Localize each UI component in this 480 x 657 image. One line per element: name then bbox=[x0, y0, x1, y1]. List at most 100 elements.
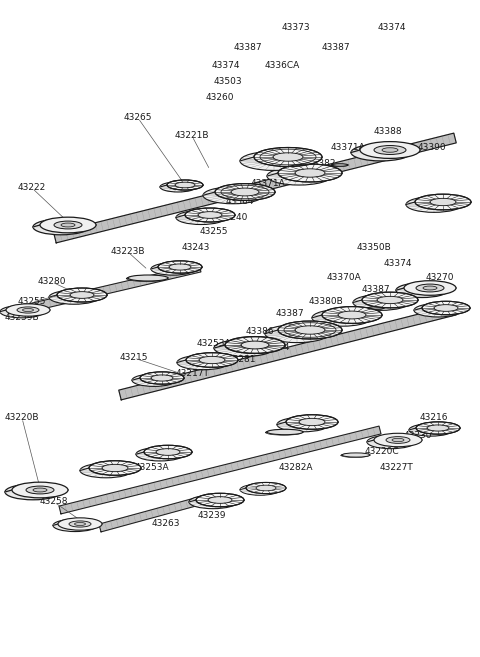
Ellipse shape bbox=[128, 275, 168, 281]
Text: 43281: 43281 bbox=[228, 355, 256, 365]
Polygon shape bbox=[176, 215, 235, 217]
Ellipse shape bbox=[377, 296, 403, 304]
Ellipse shape bbox=[74, 522, 85, 526]
Ellipse shape bbox=[382, 148, 398, 152]
Text: 43373: 43373 bbox=[282, 24, 310, 32]
Polygon shape bbox=[119, 305, 456, 400]
Text: 43370A: 43370A bbox=[326, 273, 361, 283]
Ellipse shape bbox=[353, 295, 409, 310]
Ellipse shape bbox=[392, 438, 404, 442]
Polygon shape bbox=[59, 426, 381, 514]
Ellipse shape bbox=[415, 194, 471, 210]
Text: 43374: 43374 bbox=[262, 344, 290, 353]
Ellipse shape bbox=[414, 304, 462, 317]
Ellipse shape bbox=[215, 183, 275, 200]
Polygon shape bbox=[414, 308, 470, 310]
Polygon shape bbox=[396, 288, 456, 290]
Ellipse shape bbox=[12, 482, 68, 498]
Ellipse shape bbox=[6, 304, 50, 316]
Ellipse shape bbox=[278, 321, 342, 339]
Polygon shape bbox=[5, 490, 68, 492]
Text: 43372: 43372 bbox=[342, 307, 370, 317]
Ellipse shape bbox=[17, 307, 39, 313]
Ellipse shape bbox=[367, 435, 415, 449]
Ellipse shape bbox=[422, 302, 470, 315]
Ellipse shape bbox=[136, 447, 184, 461]
Text: 43371A: 43371A bbox=[251, 179, 286, 189]
Ellipse shape bbox=[175, 182, 195, 188]
Ellipse shape bbox=[225, 336, 285, 353]
Ellipse shape bbox=[151, 263, 195, 275]
Ellipse shape bbox=[368, 307, 384, 309]
Text: 43387: 43387 bbox=[276, 309, 304, 319]
Text: 43259B: 43259B bbox=[5, 313, 39, 323]
Text: 43253A: 43253A bbox=[135, 463, 169, 472]
Polygon shape bbox=[151, 267, 202, 269]
Polygon shape bbox=[409, 428, 460, 430]
Text: 43255: 43255 bbox=[18, 298, 46, 307]
Ellipse shape bbox=[160, 182, 196, 192]
Text: 43255: 43255 bbox=[200, 227, 228, 237]
Text: 43374: 43374 bbox=[384, 260, 412, 269]
Polygon shape bbox=[132, 378, 184, 380]
Polygon shape bbox=[265, 330, 342, 334]
Ellipse shape bbox=[189, 495, 237, 509]
Ellipse shape bbox=[49, 290, 99, 304]
Text: 43503: 43503 bbox=[214, 78, 242, 87]
Ellipse shape bbox=[295, 169, 325, 177]
Ellipse shape bbox=[240, 151, 308, 170]
Ellipse shape bbox=[254, 147, 322, 166]
Polygon shape bbox=[367, 440, 422, 442]
Ellipse shape bbox=[33, 488, 47, 492]
Text: 43350B: 43350B bbox=[357, 244, 391, 252]
Polygon shape bbox=[214, 345, 285, 348]
Polygon shape bbox=[53, 524, 102, 526]
Polygon shape bbox=[189, 500, 244, 502]
Ellipse shape bbox=[404, 281, 456, 295]
Text: 43387: 43387 bbox=[362, 286, 390, 294]
Ellipse shape bbox=[386, 437, 410, 443]
Ellipse shape bbox=[208, 497, 232, 503]
Ellipse shape bbox=[80, 463, 132, 478]
Ellipse shape bbox=[374, 433, 422, 447]
Ellipse shape bbox=[434, 305, 458, 311]
Ellipse shape bbox=[196, 493, 244, 507]
Polygon shape bbox=[136, 452, 192, 454]
Ellipse shape bbox=[70, 292, 94, 298]
Ellipse shape bbox=[69, 521, 91, 527]
Ellipse shape bbox=[322, 307, 382, 323]
Ellipse shape bbox=[312, 309, 372, 326]
Ellipse shape bbox=[295, 326, 325, 334]
Text: 43215: 43215 bbox=[120, 353, 148, 363]
Ellipse shape bbox=[54, 221, 82, 229]
Ellipse shape bbox=[241, 341, 269, 349]
Ellipse shape bbox=[198, 212, 222, 218]
Text: 43217T: 43217T bbox=[175, 369, 209, 378]
Ellipse shape bbox=[286, 415, 338, 429]
Text: 43216: 43216 bbox=[430, 198, 458, 206]
Text: 43230: 43230 bbox=[404, 432, 432, 440]
Ellipse shape bbox=[265, 325, 329, 342]
Polygon shape bbox=[240, 157, 322, 161]
Polygon shape bbox=[267, 173, 342, 176]
Text: 43223B: 43223B bbox=[111, 248, 145, 256]
Ellipse shape bbox=[203, 187, 263, 204]
Text: 43227T: 43227T bbox=[379, 463, 413, 472]
Ellipse shape bbox=[185, 208, 235, 222]
Text: 4336CA: 4336CA bbox=[264, 62, 300, 70]
Text: 43220C: 43220C bbox=[365, 447, 399, 457]
Polygon shape bbox=[160, 185, 203, 187]
Ellipse shape bbox=[151, 375, 173, 381]
Ellipse shape bbox=[423, 286, 437, 290]
Text: 43265: 43265 bbox=[124, 114, 152, 122]
Ellipse shape bbox=[132, 374, 176, 386]
Ellipse shape bbox=[240, 484, 280, 495]
Polygon shape bbox=[49, 295, 107, 297]
Ellipse shape bbox=[267, 167, 331, 185]
Ellipse shape bbox=[144, 445, 192, 459]
Text: 43263: 43263 bbox=[152, 520, 180, 528]
Ellipse shape bbox=[176, 210, 226, 225]
Polygon shape bbox=[353, 300, 418, 302]
Ellipse shape bbox=[416, 284, 444, 292]
Ellipse shape bbox=[374, 145, 406, 154]
